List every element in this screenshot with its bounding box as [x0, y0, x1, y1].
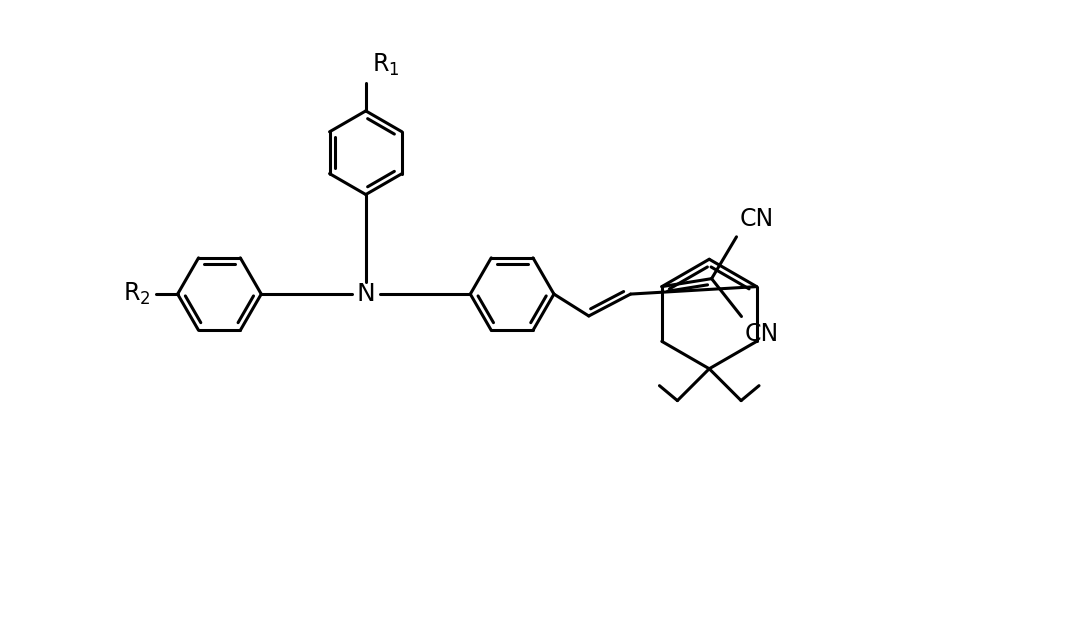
- Text: N: N: [356, 282, 375, 306]
- Text: CN: CN: [740, 207, 773, 231]
- Text: CN: CN: [744, 323, 779, 346]
- Text: R$_1$: R$_1$: [372, 52, 400, 78]
- Text: R$_2$: R$_2$: [123, 281, 151, 307]
